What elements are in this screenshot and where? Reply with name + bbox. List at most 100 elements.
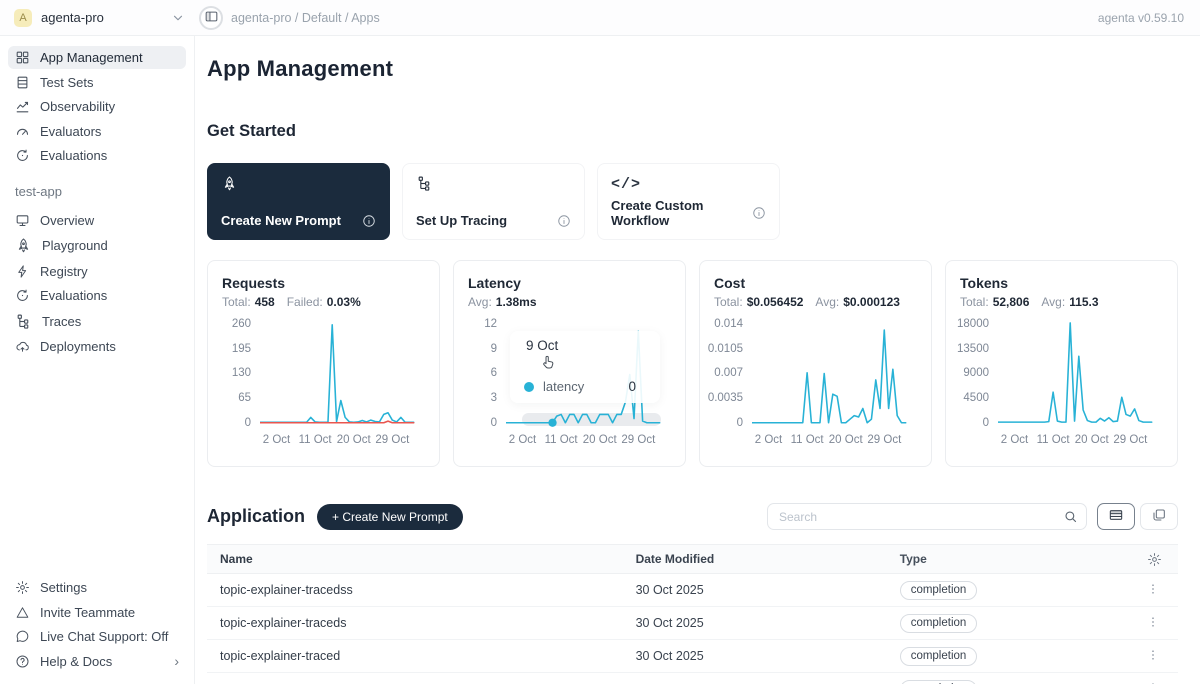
sidebar-item-registry[interactable]: Registry: [8, 260, 186, 283]
chart-plot: [260, 319, 425, 429]
metric-stat: Total:$0.056452: [714, 295, 803, 309]
sidebar-item-live-chat-support-off[interactable]: Live Chat Support: Off: [8, 625, 186, 648]
chart-line-icon: [15, 99, 30, 114]
metric-card-cost: Cost Total:$0.056452 Avg:$0.000123 0.0140.0…: [699, 260, 932, 467]
info-icon[interactable]: [362, 214, 376, 228]
page-title: App Management: [207, 56, 1178, 82]
app-name: topic-explainer-traced: [207, 649, 623, 663]
y-axis-labels: 260195130650: [222, 319, 260, 429]
sidebar-item-invite-teammate[interactable]: Invite Teammate: [8, 601, 186, 624]
dots-vertical-icon: [1146, 648, 1160, 665]
line-chart: [260, 319, 425, 428]
metric-stat: Avg:1.38ms: [468, 295, 537, 309]
chart-plot: [998, 319, 1163, 429]
create-new-prompt-button[interactable]: + Create New Prompt: [317, 504, 463, 530]
sidebar-item-playground[interactable]: Playground: [8, 233, 186, 258]
metric-card-requests: RequestsTotal:458Failed:0.03%26019513065…: [207, 260, 440, 467]
gear-icon: [15, 580, 30, 595]
sidebar-item-app-management[interactable]: App Management: [8, 46, 186, 69]
table-row[interactable]: topic-explainer-traceds30 Oct 2025comple…: [207, 607, 1178, 640]
table-row[interactable]: topic-explainer-tracedss30 Oct 2025compl…: [207, 574, 1178, 607]
type-badge: completion: [900, 614, 978, 633]
search-icon[interactable]: [1063, 509, 1078, 529]
sidebar-item-label: Observability: [40, 99, 115, 114]
tracing-tree-icon: [15, 313, 32, 330]
chevron-down-icon: [171, 11, 185, 25]
sidebar-item-test-sets[interactable]: Test Sets: [8, 71, 186, 94]
x-tick: 11 Oct: [791, 434, 824, 446]
panel-icon: [204, 9, 219, 27]
breadcrumb[interactable]: agenta-pro / Default / Apps: [231, 11, 380, 25]
card-view-button[interactable]: [1140, 503, 1178, 530]
x-tick: 11 Oct: [299, 434, 332, 446]
sidebar-item-settings[interactable]: Settings: [8, 576, 186, 599]
app-name: topic-explainer-traceds: [207, 616, 623, 630]
sidebar-group-label: test-app: [15, 184, 186, 199]
row-menu-button[interactable]: [1144, 613, 1162, 634]
x-axis-labels: 2 Oct11 Oct20 Oct29 Oct: [506, 434, 671, 448]
column-header-name: Name: [207, 552, 623, 566]
chart-title: Cost: [714, 275, 917, 291]
x-tick: 29 Oct: [1113, 434, 1147, 446]
x-tick: 20 Oct: [1075, 434, 1109, 446]
sidebar-item-evaluations[interactable]: Evaluations: [8, 144, 186, 167]
info-icon[interactable]: [557, 214, 571, 228]
metric-stat: Total:52,806: [960, 295, 1029, 309]
sidebar-item-overview[interactable]: Overview: [8, 209, 186, 232]
column-header-type: Type: [887, 552, 1134, 566]
sidebar-item-evaluations[interactable]: Evaluations: [8, 284, 186, 307]
sidebar-item-help-docs[interactable]: Help & Docs›: [8, 650, 186, 673]
create-custom-workflow-card[interactable]: </>Create Custom Workflow: [597, 163, 780, 240]
create-new-prompt-card[interactable]: Create New Prompt: [207, 163, 390, 240]
sidebar-toggle-button[interactable]: [199, 6, 223, 30]
sidebar-item-label: Registry: [40, 264, 88, 279]
dots-vertical-icon: [1146, 615, 1160, 632]
table-row[interactable]: topic-explainer-traced30 Oct 2025complet…: [207, 640, 1178, 673]
card-label: Set Up Tracing: [416, 213, 507, 228]
sidebar-item-label: App Management: [40, 50, 143, 65]
line-chart: [752, 319, 917, 428]
tracing-tree-icon: [416, 175, 433, 192]
row-menu-button[interactable]: [1144, 580, 1162, 601]
bolt-icon: [15, 264, 30, 279]
workspace-avatar: A: [14, 9, 32, 27]
set-up-tracing-card[interactable]: Set Up Tracing: [402, 163, 585, 240]
code-icon: </>: [611, 175, 641, 193]
get-started-cards: Create New Prompt Set Up Tracing </>Create…: [207, 163, 1178, 240]
chat-icon: [15, 629, 30, 644]
x-tick: 20 Oct: [829, 434, 863, 446]
refresh-circle-icon: [15, 288, 30, 303]
info-icon[interactable]: [752, 206, 766, 220]
table-view-button[interactable]: [1097, 503, 1135, 530]
x-axis-labels: 2 Oct11 Oct20 Oct29 Oct: [998, 434, 1163, 448]
table-row[interactable]: career-assessment27 Oct 2025completion: [207, 673, 1178, 684]
invite-icon: [15, 605, 30, 620]
sidebar-item-traces[interactable]: Traces: [8, 309, 186, 334]
metric-stat: Avg:$0.000123: [815, 295, 900, 309]
card-label: Create New Prompt: [221, 213, 341, 228]
search-box: [767, 503, 1087, 530]
cloud-upload-icon: [15, 339, 30, 354]
x-tick: 29 Oct: [621, 434, 655, 446]
search-input[interactable]: [767, 503, 1087, 530]
x-tick: 2 Oct: [509, 434, 536, 446]
workspace-selector[interactable]: A agenta-pro: [0, 9, 195, 27]
sidebar-item-evaluators[interactable]: Evaluators: [8, 120, 186, 143]
application-heading: Application: [207, 506, 305, 527]
row-menu-button[interactable]: [1144, 646, 1162, 667]
sidebar-nav-main: App Management Test Sets Observability Eval…: [8, 46, 186, 169]
x-tick: 2 Oct: [1001, 434, 1028, 446]
row-menu-button[interactable]: [1144, 679, 1162, 684]
chart-title: Requests: [222, 275, 425, 291]
sidebar-item-observability[interactable]: Observability: [8, 95, 186, 118]
chart-plot: [752, 319, 917, 429]
metric-card-tokens: TokensTotal:52,806Avg:115.31800013500900…: [945, 260, 1178, 467]
tooltip-value: 0: [628, 379, 636, 394]
chart-tooltip: 9 Octlatency0: [510, 331, 660, 403]
table-body: topic-explainer-tracedss30 Oct 2025compl…: [207, 574, 1178, 684]
y-axis-labels: 0.0140.01050.0070.00350: [714, 319, 752, 429]
app-name: topic-explainer-tracedss: [207, 583, 623, 597]
sidebar-nav-bottom: SettingsInvite TeammateLive Chat Support…: [8, 576, 186, 674]
sidebar-item-deployments[interactable]: Deployments: [8, 335, 186, 358]
table-settings-gear-icon[interactable]: [1147, 552, 1162, 567]
